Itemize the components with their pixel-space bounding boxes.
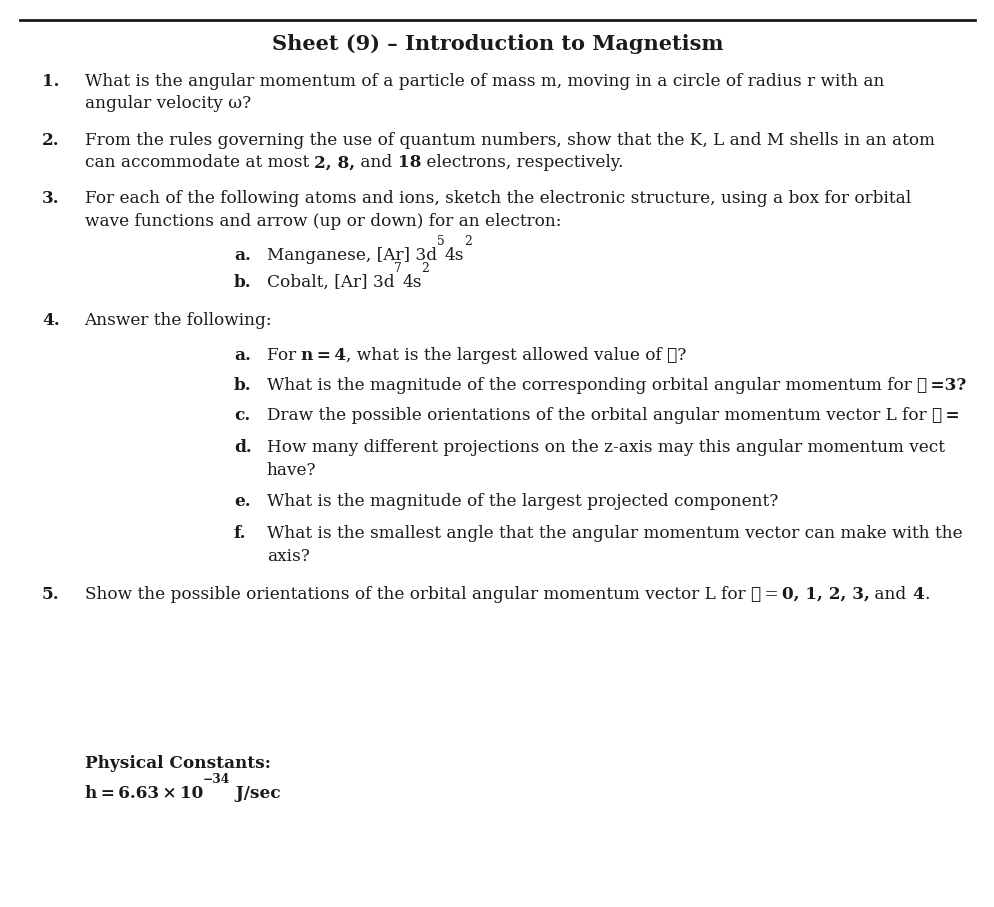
Text: 7: 7: [394, 262, 402, 275]
Text: 18: 18: [398, 154, 420, 171]
Text: How many different projections on the z-axis may this angular momentum vect: How many different projections on the z-…: [266, 439, 943, 456]
Text: Show the possible orientations of the orbital angular momentum vector L for ℓ =: Show the possible orientations of the or…: [84, 586, 781, 603]
Text: Sheet (9) – Introduction to Magnetism: Sheet (9) – Introduction to Magnetism: [271, 34, 723, 54]
Text: b.: b.: [234, 274, 251, 291]
Text: axis?: axis?: [266, 548, 309, 565]
Text: From the rules governing the use of quantum numbers, show that the K, L and M sh: From the rules governing the use of quan…: [84, 132, 933, 149]
Text: 0, 1, 2, 3,: 0, 1, 2, 3,: [781, 586, 869, 603]
Text: have?: have?: [266, 462, 316, 479]
Text: electrons, respectively.: electrons, respectively.: [420, 154, 623, 171]
Text: ℓ =3?: ℓ =3?: [915, 377, 965, 395]
Text: d.: d.: [234, 439, 251, 456]
Text: 4.: 4.: [42, 312, 60, 329]
Text: c.: c.: [234, 407, 249, 424]
Text: ℓ =: ℓ =: [930, 407, 958, 424]
Text: Cobalt, [Ar] 3d: Cobalt, [Ar] 3d: [266, 274, 394, 291]
Text: a.: a.: [234, 347, 250, 365]
Text: 2.: 2.: [42, 132, 60, 149]
Text: h = 6.63 × 10: h = 6.63 × 10: [84, 785, 203, 802]
Text: 5.: 5.: [42, 586, 60, 603]
Text: 1.: 1.: [42, 73, 60, 90]
Text: J/sec: J/sec: [230, 785, 280, 802]
Text: n = 4: n = 4: [301, 347, 346, 365]
Text: 2, 8,: 2, 8,: [314, 154, 355, 171]
Text: wave functions and arrow (up or down) for an electron:: wave functions and arrow (up or down) fo…: [84, 213, 561, 230]
Text: Manganese, [Ar] 3d: Manganese, [Ar] 3d: [266, 247, 436, 264]
Text: , what is the largest allowed value of ℓ?: , what is the largest allowed value of ℓ…: [346, 347, 686, 365]
Text: f.: f.: [234, 525, 247, 542]
Text: 4s: 4s: [444, 247, 463, 264]
Text: 5: 5: [436, 235, 444, 248]
Text: and: and: [869, 586, 911, 603]
Text: .: .: [923, 586, 928, 603]
Text: −34: −34: [203, 773, 230, 785]
Text: Answer the following:: Answer the following:: [84, 312, 272, 329]
Text: 4: 4: [911, 586, 923, 603]
Text: Draw the possible orientations of the orbital angular momentum vector L for: Draw the possible orientations of the or…: [266, 407, 930, 424]
Text: What is the angular momentum of a particle of mass m, moving in a circle of radi: What is the angular momentum of a partic…: [84, 73, 883, 90]
Text: 2: 2: [421, 262, 429, 275]
Text: a.: a.: [234, 247, 250, 264]
Text: angular velocity ω?: angular velocity ω?: [84, 95, 250, 112]
Text: What is the smallest angle that the angular momentum vector can make with the: What is the smallest angle that the angu…: [266, 525, 961, 542]
Text: 3.: 3.: [42, 190, 60, 208]
Text: can accommodate at most: can accommodate at most: [84, 154, 314, 171]
Text: For: For: [266, 347, 301, 365]
Text: What is the magnitude of the largest projected component?: What is the magnitude of the largest pro…: [266, 493, 777, 511]
Text: What is the magnitude of the corresponding orbital angular momentum for: What is the magnitude of the correspondi…: [266, 377, 915, 395]
Text: 4s: 4s: [402, 274, 421, 291]
Text: Physical Constants:: Physical Constants:: [84, 755, 270, 772]
Text: 2: 2: [463, 235, 471, 248]
Text: e.: e.: [234, 493, 250, 511]
Text: b.: b.: [234, 377, 251, 395]
Text: and: and: [355, 154, 398, 171]
Text: For each of the following atoms and ions, sketch the electronic structure, using: For each of the following atoms and ions…: [84, 190, 910, 208]
